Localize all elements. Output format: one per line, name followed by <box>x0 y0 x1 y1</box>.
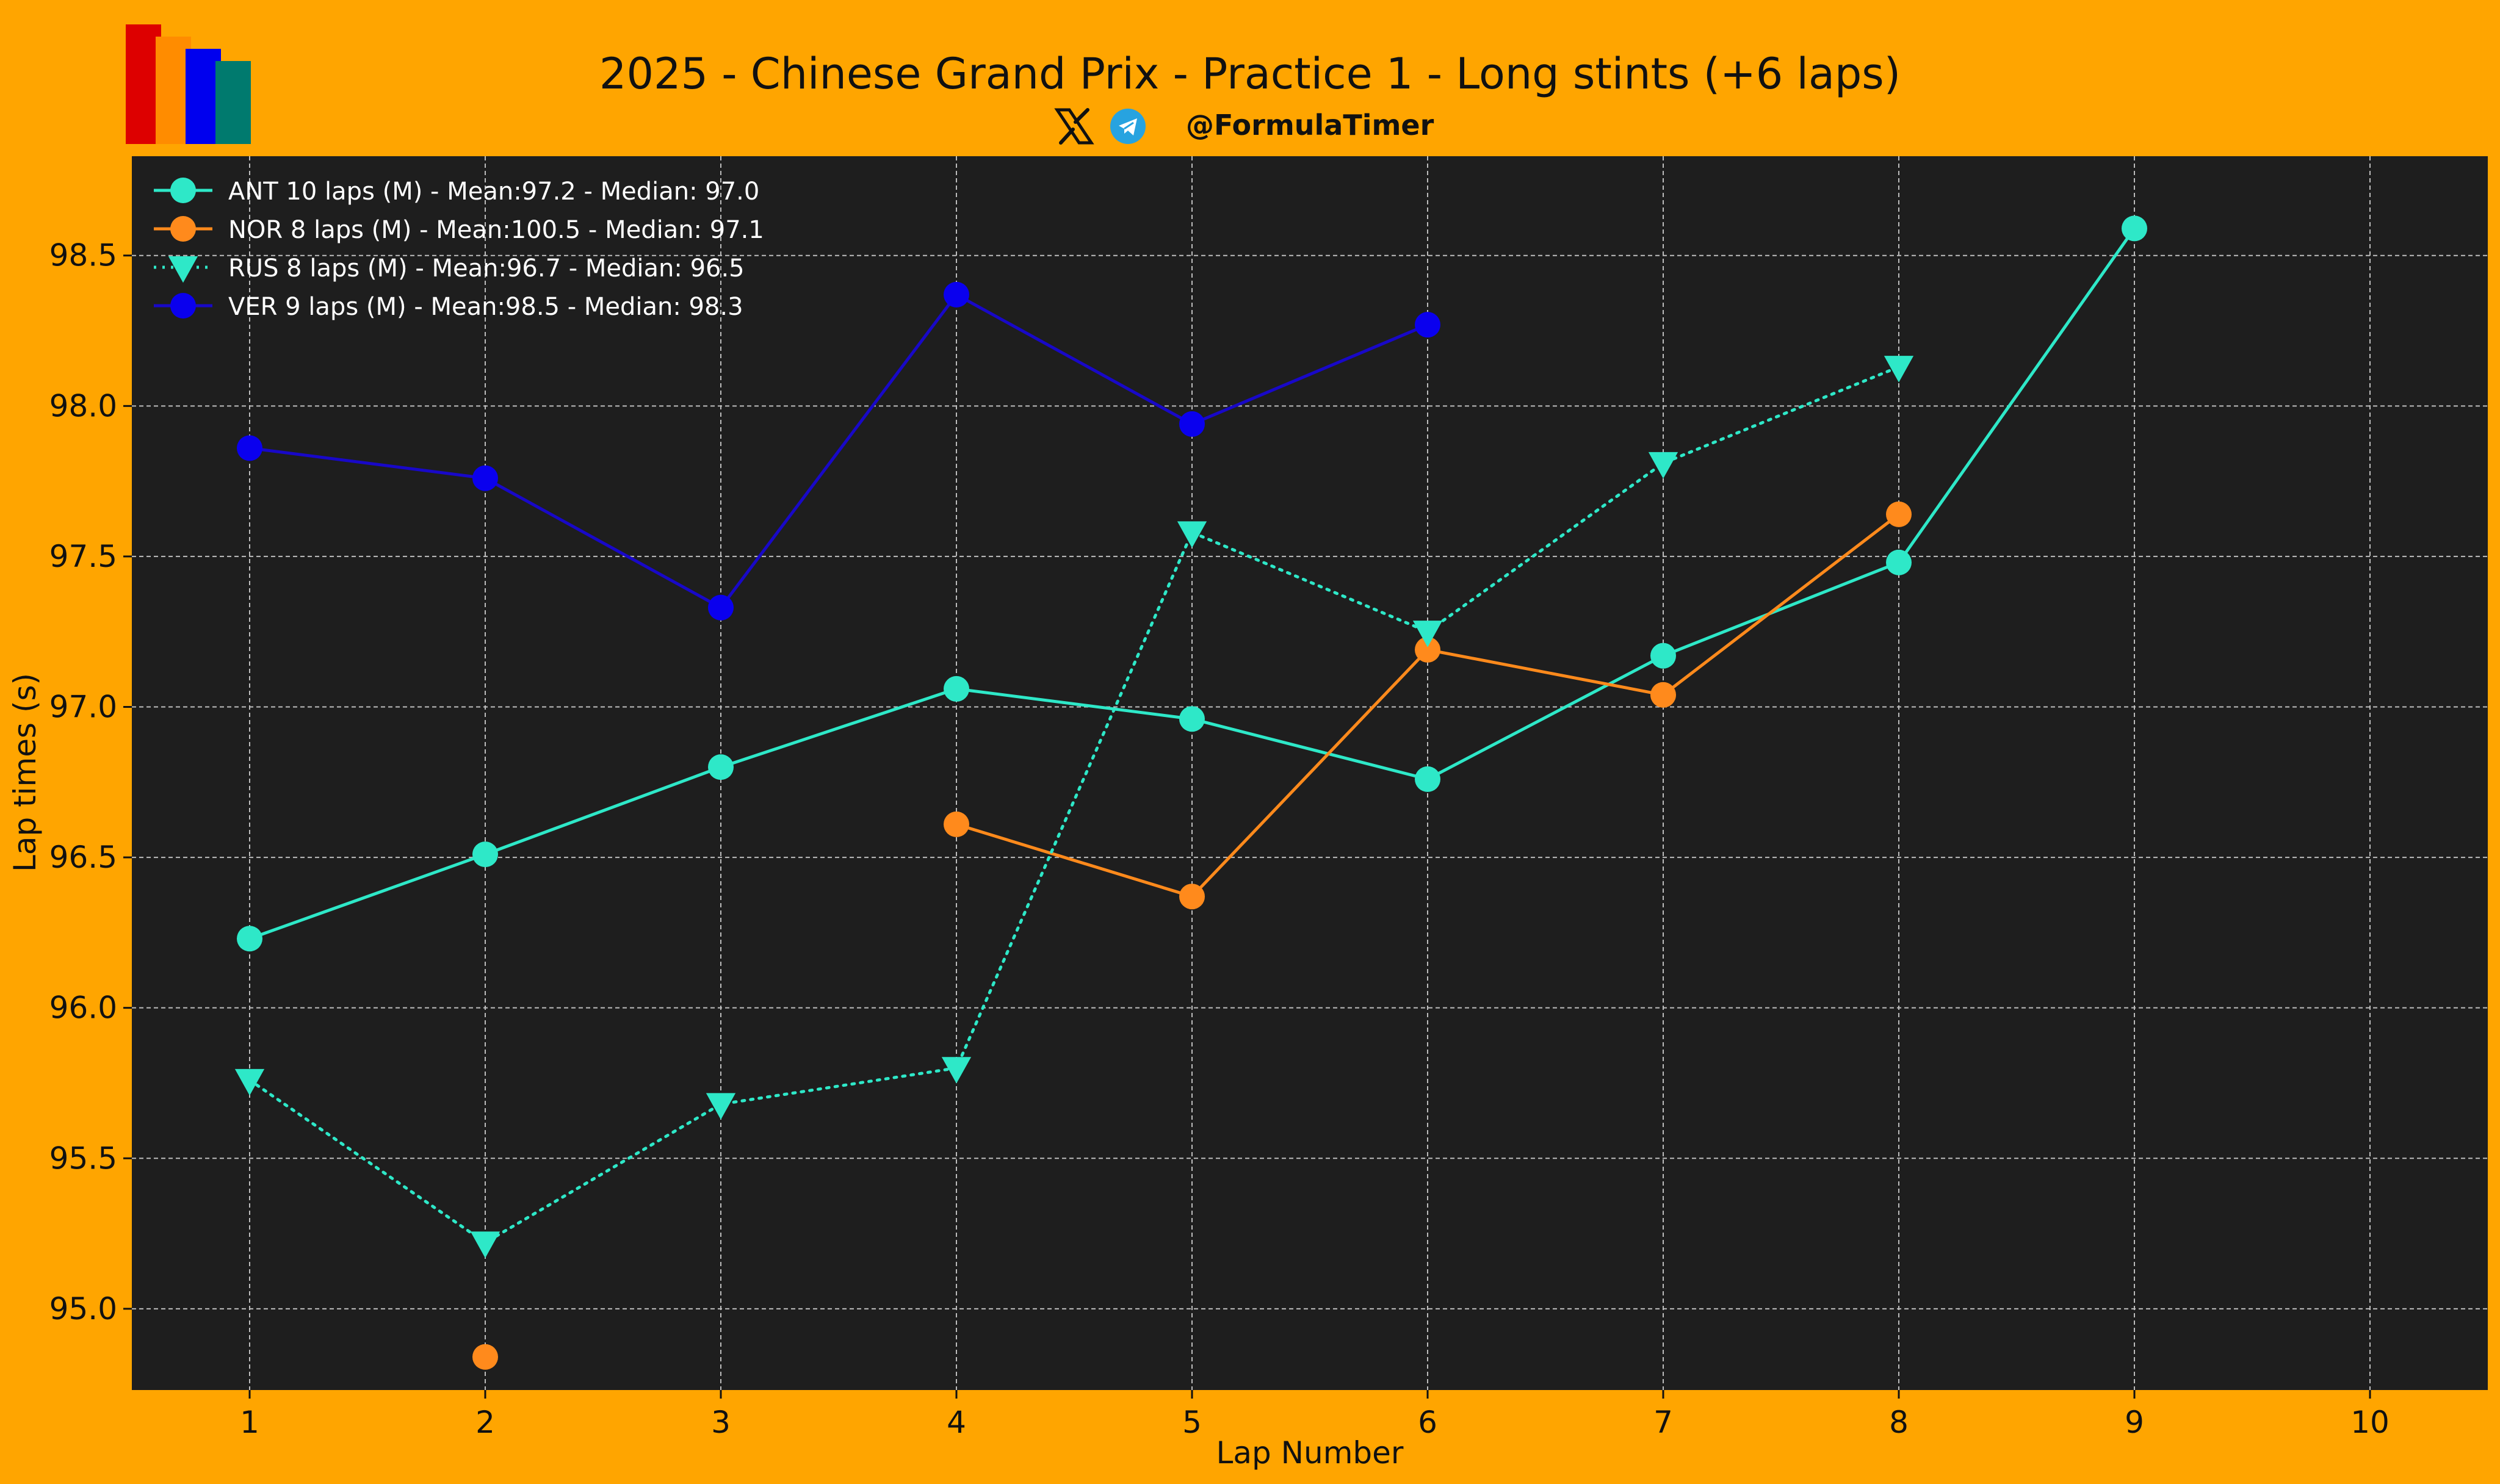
data-point <box>1415 766 1440 792</box>
data-point <box>234 1068 265 1096</box>
y-axis-ticks: 95.0 95.5 96.0 96.5 97.0 97.5 98.0 98.5 <box>49 238 132 1327</box>
data-point <box>1177 521 1207 548</box>
logo-bar <box>215 61 251 144</box>
x-tick-label: 10 <box>2350 1405 2390 1440</box>
data-point <box>1179 411 1205 437</box>
series-line <box>248 293 1429 610</box>
data-point <box>1415 312 1440 338</box>
data-point <box>944 811 969 837</box>
legend-label: VER 9 laps (M) - Mean:98.5 - Median: 98.… <box>228 293 743 321</box>
y-tick-label: 97.0 <box>49 690 117 725</box>
data-point <box>470 1231 500 1258</box>
data-point <box>1412 621 1443 647</box>
data-point <box>708 594 734 621</box>
data-point <box>472 841 498 868</box>
data-point <box>944 675 969 702</box>
x-tick-label: 9 <box>2125 1405 2144 1440</box>
data-point <box>1650 682 1676 708</box>
data-point <box>1415 636 1440 663</box>
data-point <box>237 926 262 952</box>
logo-bar <box>156 37 191 144</box>
legend-marker <box>170 216 196 242</box>
data-point <box>1179 884 1205 910</box>
x-tick-label: 4 <box>947 1405 966 1440</box>
legend: ANT 10 laps (M) - Mean:97.2 - Median: 97… <box>154 178 764 321</box>
x-tick-label: 1 <box>240 1405 259 1440</box>
y-tick-label: 96.5 <box>49 840 117 875</box>
legend-label: NOR 8 laps (M) - Mean:100.5 - Median: 97… <box>228 216 764 244</box>
x-tick-label: 5 <box>1182 1405 1202 1440</box>
x-axis-label: Lap Number <box>1216 1435 1404 1471</box>
y-tick-label: 95.5 <box>49 1140 117 1176</box>
y-tick-label: 97.5 <box>49 539 117 574</box>
data-point <box>941 1057 972 1084</box>
legend-label: RUS 8 laps (M) - Mean:96.7 - Median: 96.… <box>228 254 745 283</box>
grid <box>132 156 2488 1390</box>
data-point <box>1886 501 1912 527</box>
y-tick-label: 96.0 <box>49 990 117 1026</box>
logo-bar <box>126 24 161 144</box>
data-point <box>706 1093 736 1120</box>
y-tick-label: 98.5 <box>49 238 117 273</box>
x-axis-ticks: 1 2 3 4 5 6 7 8 9 10 <box>240 1390 2390 1440</box>
telegram-icon[interactable] <box>1110 109 1146 144</box>
data-point <box>472 465 498 491</box>
social-handle[interactable]: @FormulaTimer <box>1186 109 1434 142</box>
x-tick-label: 8 <box>1889 1405 1909 1440</box>
formula-timer-logo <box>126 24 251 144</box>
legend-marker <box>168 256 198 283</box>
y-tick-label: 98.0 <box>49 388 117 423</box>
series-markers <box>234 215 2147 1370</box>
data-point <box>944 281 969 308</box>
data-point <box>472 1344 498 1370</box>
x-icon[interactable] <box>1054 108 1094 145</box>
data-point <box>1179 706 1205 732</box>
x-tick-label: 3 <box>711 1405 731 1440</box>
data-point <box>1648 452 1678 479</box>
data-point <box>1650 643 1676 669</box>
x-tick-label: 6 <box>1418 1405 1437 1440</box>
chart-title: 2025 - Chinese Grand Prix - Practice 1 -… <box>599 49 1901 99</box>
data-point <box>708 754 734 780</box>
y-axis-label: Lap times (s) <box>7 673 43 872</box>
data-point <box>2122 215 2147 242</box>
y-tick-label: 95.0 <box>49 1291 117 1327</box>
data-point <box>1884 356 1914 383</box>
legend-marker <box>170 178 196 203</box>
series-line <box>248 365 1901 1244</box>
legend-marker <box>170 293 196 319</box>
data-point <box>1886 549 1912 575</box>
legend-label: ANT 10 laps (M) - Mean:97.2 - Median: 97… <box>228 178 759 206</box>
x-tick-label: 2 <box>475 1405 495 1440</box>
logo-bar <box>186 49 221 144</box>
x-tick-label: 7 <box>1653 1405 1673 1440</box>
data-point <box>237 435 262 461</box>
